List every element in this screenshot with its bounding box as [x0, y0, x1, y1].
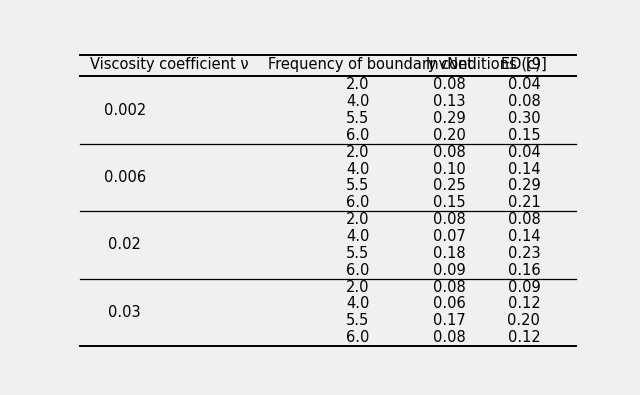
Text: 0.29: 0.29	[433, 111, 466, 126]
Text: 0.04: 0.04	[508, 77, 540, 92]
Text: 0.08: 0.08	[433, 77, 466, 92]
Text: 5.5: 5.5	[346, 179, 369, 194]
Text: 0.08: 0.08	[433, 280, 466, 295]
Text: 0.03: 0.03	[108, 305, 141, 320]
Text: 0.12: 0.12	[508, 330, 540, 345]
Text: 0.002: 0.002	[104, 103, 146, 118]
Text: 6.0: 6.0	[346, 263, 369, 278]
Text: 6.0: 6.0	[346, 195, 369, 210]
Text: 0.17: 0.17	[433, 313, 466, 328]
Text: 6.0: 6.0	[346, 128, 369, 143]
Text: 0.20: 0.20	[508, 313, 540, 328]
Text: 0.08: 0.08	[508, 212, 540, 227]
Text: 5.5: 5.5	[346, 246, 369, 261]
Text: InvNet: InvNet	[426, 56, 474, 71]
Text: 0.13: 0.13	[433, 94, 466, 109]
Text: 0.30: 0.30	[508, 111, 540, 126]
Text: 0.23: 0.23	[508, 246, 540, 261]
Text: 0.16: 0.16	[508, 263, 540, 278]
Text: 0.04: 0.04	[508, 145, 540, 160]
Text: 0.10: 0.10	[433, 162, 466, 177]
Text: ED [9]: ED [9]	[501, 56, 547, 71]
Text: 0.09: 0.09	[433, 263, 466, 278]
Text: 0.14: 0.14	[508, 229, 540, 244]
Text: 0.21: 0.21	[508, 195, 540, 210]
Text: Viscosity coefficient ν: Viscosity coefficient ν	[90, 56, 248, 71]
Text: 6.0: 6.0	[346, 330, 369, 345]
Text: 2.0: 2.0	[346, 145, 369, 160]
Text: 4.0: 4.0	[346, 94, 369, 109]
Text: 4.0: 4.0	[346, 229, 369, 244]
Text: 0.14: 0.14	[508, 162, 540, 177]
Text: 2.0: 2.0	[346, 212, 369, 227]
Text: 0.08: 0.08	[433, 330, 466, 345]
Text: 0.20: 0.20	[433, 128, 466, 143]
Text: 0.06: 0.06	[433, 296, 466, 311]
Text: 0.08: 0.08	[433, 145, 466, 160]
Text: 0.15: 0.15	[433, 195, 466, 210]
Text: 4.0: 4.0	[346, 296, 369, 311]
Text: 5.5: 5.5	[346, 313, 369, 328]
Text: Frequency of boundary conditions (c): Frequency of boundary conditions (c)	[269, 56, 541, 71]
Text: 0.07: 0.07	[433, 229, 466, 244]
Text: 0.15: 0.15	[508, 128, 540, 143]
Text: 5.5: 5.5	[346, 111, 369, 126]
Text: 2.0: 2.0	[346, 280, 369, 295]
Text: 0.18: 0.18	[433, 246, 466, 261]
Text: 4.0: 4.0	[346, 162, 369, 177]
Text: 0.29: 0.29	[508, 179, 540, 194]
Text: 0.006: 0.006	[104, 170, 146, 185]
Text: 0.12: 0.12	[508, 296, 540, 311]
Text: 0.08: 0.08	[433, 212, 466, 227]
Text: 2.0: 2.0	[346, 77, 369, 92]
Text: 0.02: 0.02	[108, 237, 141, 252]
Text: 0.25: 0.25	[433, 179, 466, 194]
Text: 0.08: 0.08	[508, 94, 540, 109]
Text: 0.09: 0.09	[508, 280, 540, 295]
